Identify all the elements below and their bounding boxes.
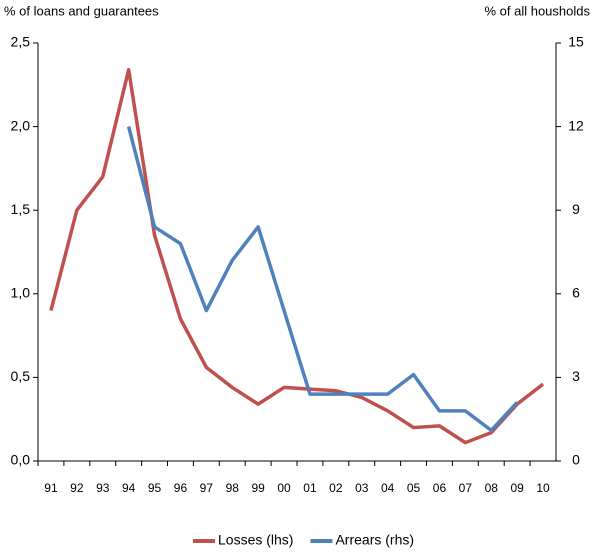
x-tick-label: 05 <box>407 481 421 495</box>
x-tick-label: 08 <box>485 481 499 495</box>
x-tick-label: 99 <box>251 481 265 495</box>
y2-tick-label: 3 <box>572 368 580 384</box>
y2-tick-label: 6 <box>572 285 580 301</box>
x-tick-label: 07 <box>459 481 473 495</box>
y2-tick-label: 12 <box>568 117 584 133</box>
y2-tick-label: 15 <box>568 34 584 50</box>
x-tick-label: 91 <box>44 481 58 495</box>
y2-tick-label: 0 <box>572 452 580 468</box>
series-line <box>49 68 545 445</box>
y2-axis-title: % of all housholds <box>484 3 590 18</box>
x-tick-label: 03 <box>355 481 369 495</box>
x-tick-label: 02 <box>329 481 343 495</box>
x-tick-label: 98 <box>226 481 240 495</box>
y-tick-label: 2,0 <box>11 117 31 133</box>
x-tick-label: 95 <box>148 481 162 495</box>
x-tick-label: 94 <box>122 481 136 495</box>
legend-label: Arrears (rhs) <box>335 532 414 548</box>
y-axis-title: % of loans and guarantees <box>4 3 159 18</box>
x-tick-label: 92 <box>70 481 84 495</box>
x-tick-label: 01 <box>303 481 317 495</box>
y-tick-label: 0,0 <box>11 452 31 468</box>
y-tick-label: 1,0 <box>11 285 31 301</box>
x-tick-label: 97 <box>200 481 214 495</box>
x-tick-label: 09 <box>510 481 524 495</box>
y2-tick-label: 9 <box>572 201 580 217</box>
series-line <box>126 126 519 433</box>
x-tick-label: 06 <box>433 481 447 495</box>
x-tick-label: 93 <box>96 481 110 495</box>
x-tick-label: 96 <box>174 481 188 495</box>
x-tick-label: 10 <box>536 481 550 495</box>
legend-label: Losses (lhs) <box>218 532 293 548</box>
y-tick-label: 2,5 <box>11 34 31 50</box>
x-tick-label: 00 <box>277 481 291 495</box>
x-tick-label: 04 <box>381 481 395 495</box>
y-tick-label: 0,5 <box>11 368 31 384</box>
y-tick-label: 1,5 <box>11 201 31 217</box>
